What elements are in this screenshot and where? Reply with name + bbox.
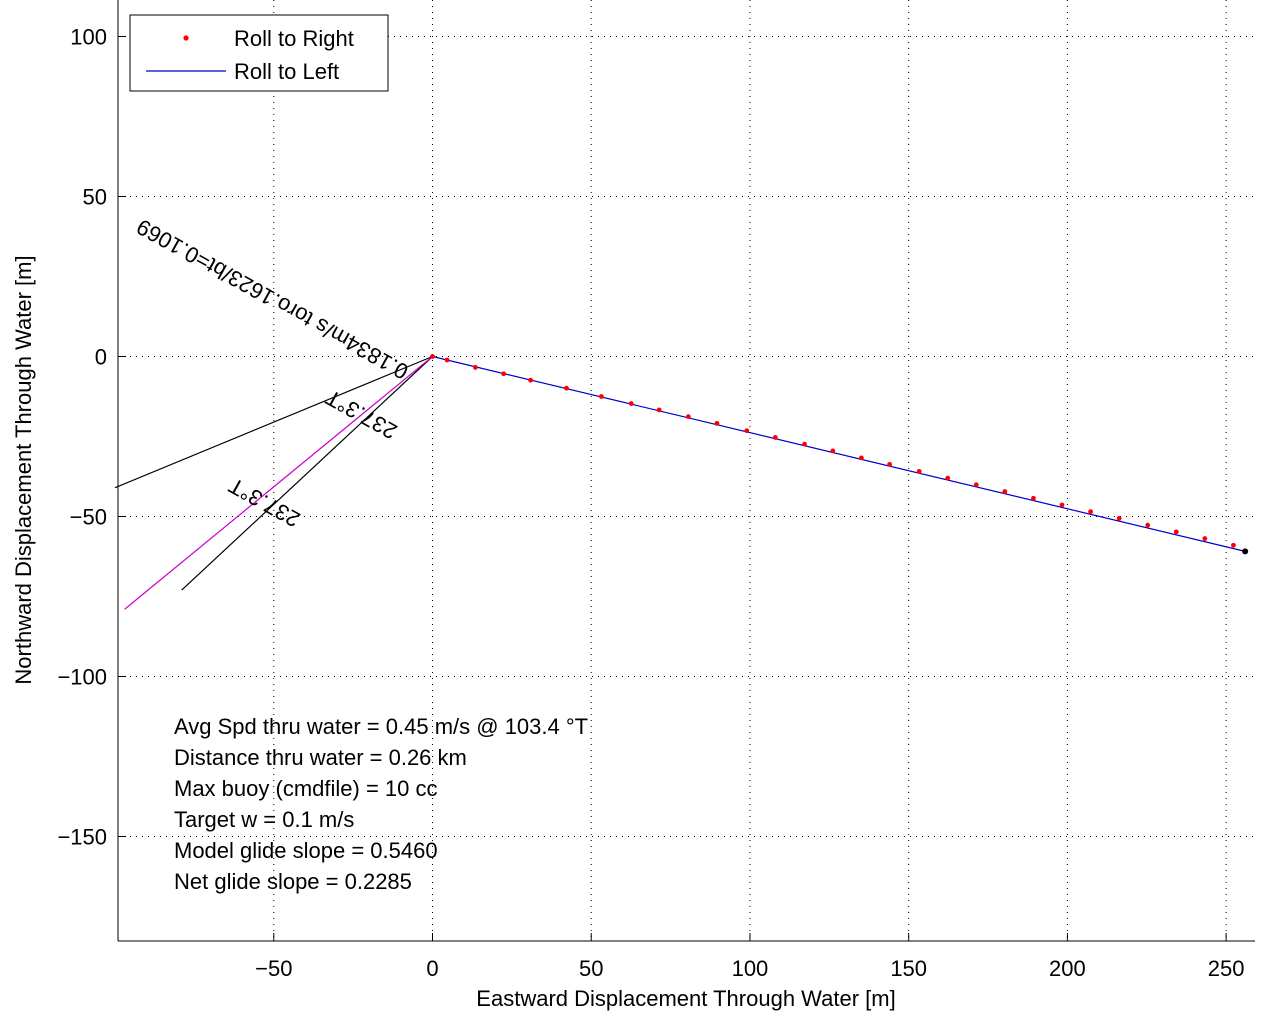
annotations: Avg Spd thru water = 0.45 m/s @ 103.4 °T… (174, 714, 588, 894)
series-roll-to-right-point (656, 407, 662, 413)
series-roll-to-right-point (685, 414, 691, 420)
x-tick-label: 100 (732, 956, 769, 981)
x-tick-label: 200 (1049, 956, 1086, 981)
series-roll-to-right-point (444, 357, 450, 363)
y-tick-label: 50 (83, 185, 107, 210)
series (430, 354, 1249, 555)
series-roll-to-right-point (887, 461, 893, 467)
series-roll-to-right-point (1059, 502, 1065, 508)
series-roll-to-right-point (1116, 516, 1122, 521)
legend-label-roll-to-right: Roll to Right (234, 26, 354, 51)
y-tick-label: −150 (57, 825, 107, 850)
annotation-net-glide-slope: Net glide slope = 0.2285 (174, 869, 412, 894)
y-tick-label: −100 (57, 665, 107, 690)
series-roll-to-right-point (858, 455, 864, 461)
legend-box (129, 14, 389, 92)
series-roll-to-right-point (1231, 542, 1236, 548)
x-tick-label: 250 (1208, 956, 1245, 981)
series-roll-to-right-point (945, 475, 951, 481)
y-axis-label: Northward Displacement Through Water [m] (11, 255, 36, 684)
x-tick-label: 150 (890, 956, 927, 981)
current-vector-line (124, 356, 433, 610)
x-axis-label: Eastward Displacement Through Water [m] (476, 986, 895, 1011)
x-tick-label: 0 (426, 956, 438, 981)
axes (117, 0, 1255, 942)
series-roll-to-right-point (802, 441, 807, 447)
series-roll-to-right-point (598, 394, 604, 399)
series-roll-to-right-point (472, 364, 478, 370)
annotation-target-w: Target w = 0.1 m/s (174, 807, 354, 832)
grid (118, 0, 1255, 941)
plot-background (118, 0, 1255, 941)
series-roll-to-right-point (430, 354, 435, 359)
series-roll-to-right-point (830, 448, 836, 454)
series-roll-to-right-point (1031, 495, 1036, 501)
y-tick-label: −50 (70, 505, 107, 530)
annotation-max-buoy: Max buoy (cmdfile) = 10 cc (174, 776, 437, 801)
arrow-head-line (114, 355, 433, 489)
legend-marker-roll-to-right (183, 35, 189, 41)
series-roll-to-right-point (1202, 536, 1208, 541)
series-roll-to-right-point (1173, 529, 1179, 535)
x-tick-label: 50 (579, 956, 603, 981)
series-roll-to-right-point (744, 428, 750, 434)
series-roll-to-right-point (628, 401, 634, 406)
series-roll-to-right-point (501, 371, 507, 377)
legend-label-roll-to-left: Roll to Left (234, 59, 339, 84)
endpoint-marker (1242, 548, 1249, 555)
series-roll-to-right-point (564, 385, 569, 391)
annotation-avg-speed: Avg Spd thru water = 0.45 m/s @ 103.4 °T (174, 714, 588, 739)
arrow-head-line (181, 356, 433, 591)
series-roll-to-right-point (916, 468, 922, 474)
series-roll-to-right-point (1145, 522, 1151, 528)
x-tick-label: −50 (255, 956, 292, 981)
annotation-distance: Distance thru water = 0.26 km (174, 745, 467, 770)
series-roll-to-right-point (772, 435, 778, 440)
legend: Roll to Right Roll to Left (129, 14, 389, 92)
series-roll-to-right-point (528, 377, 533, 383)
annotation-model-glide-slope: Model glide slope = 0.5460 (174, 838, 438, 863)
ticks: −50 0 50 100 150 200 250 100 50 0 −50 −100 −150 (57, 25, 1244, 982)
y-tick-label: 100 (70, 25, 107, 50)
series-roll-to-right-point (973, 482, 979, 488)
series-roll-to-right-point (1088, 509, 1093, 515)
series-roll-to-right-point (714, 420, 720, 426)
series-roll-to-right-point (1002, 489, 1008, 494)
current-arrow (114, 355, 433, 610)
y-tick-label: 0 (95, 345, 107, 370)
